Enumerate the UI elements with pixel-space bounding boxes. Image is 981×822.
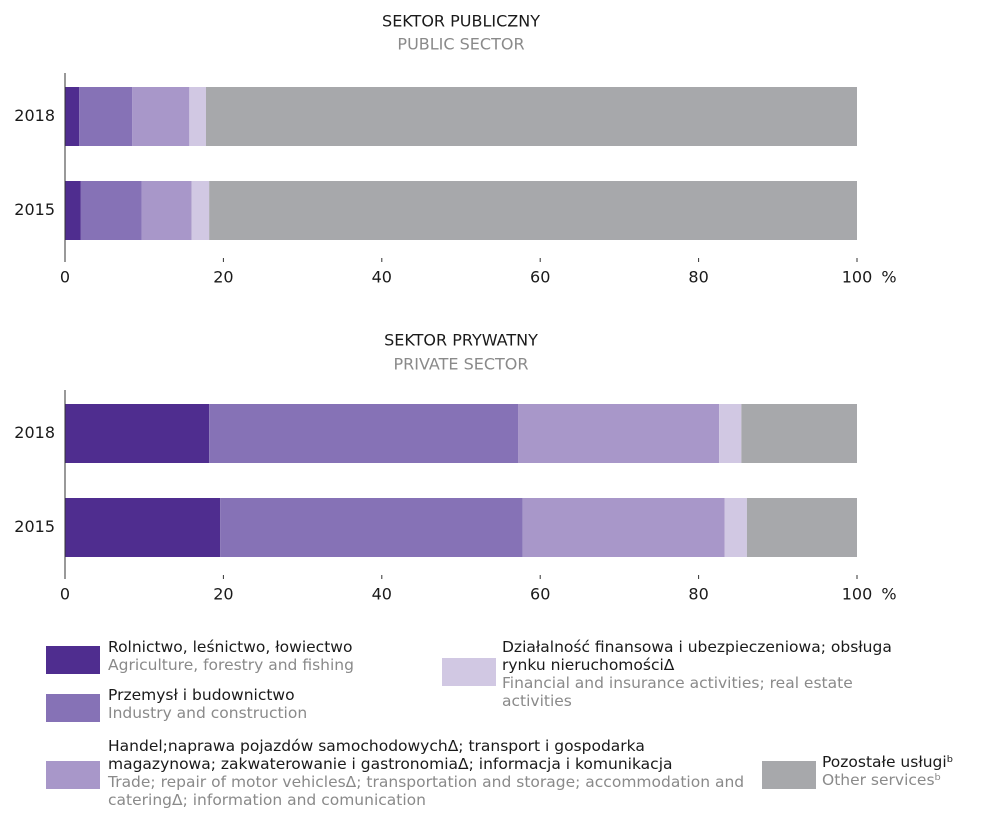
x-tick-label: 0	[60, 268, 70, 287]
bar-segment	[65, 498, 221, 557]
legend-label-en: Financial and insurance activities; real…	[502, 674, 853, 710]
bar-segment	[205, 87, 857, 146]
x-tick-label: 40	[372, 585, 392, 604]
legend-swatch	[442, 658, 496, 686]
y-tick-label: 2015	[14, 517, 55, 536]
x-tick-label: 20	[213, 585, 233, 604]
bar-segment	[724, 498, 747, 557]
legend-label-en: Trade; repair of motor vehiclesΔ; transp…	[108, 773, 745, 809]
bar-segment	[220, 498, 523, 557]
bar-segment	[132, 87, 190, 146]
legend-entry: Przemysł i budownictwo Industry and const…	[108, 686, 428, 722]
bar-segment	[189, 87, 206, 146]
legend-entry: Działalność finansowa i ubezpieczeniowa;…	[502, 638, 912, 710]
bar-segment	[65, 404, 210, 463]
bar-segment	[518, 404, 720, 463]
x-tick-label: 40	[372, 268, 392, 287]
x-tick-label: 100	[842, 268, 873, 287]
x-tick-label: 80	[688, 268, 708, 287]
bar-segment	[741, 404, 857, 463]
legend-label: Rolnictwo, leśnictwo, łowiectwo	[108, 638, 353, 656]
bar-segment	[209, 181, 858, 240]
chart-title: SEKTOR PRYWATNY	[384, 331, 538, 350]
chart: SEKTOR PUBLICZNY PUBLIC SECTOR 2018 2015 0 20…	[14, 12, 896, 604]
x-tick-label: 20	[213, 268, 233, 287]
legend-swatch	[46, 694, 100, 722]
legend-swatch	[46, 761, 100, 789]
legend-label: Pozostałe usługiᵇ	[822, 753, 954, 771]
legend-label: Działalność finansowa i ubezpieczeniowa;…	[502, 638, 892, 674]
bar-segment	[209, 404, 519, 463]
legend-swatch	[46, 646, 100, 674]
bar-segment	[65, 87, 80, 146]
chart-subtitle: PUBLIC SECTOR	[397, 35, 524, 54]
legend-entry: Pozostałe usługiᵇ Other servicesᵇ	[822, 753, 972, 789]
x-tick-label: 80	[688, 585, 708, 604]
y-tick-label: 2018	[14, 106, 55, 125]
bar-segment	[141, 181, 192, 240]
bar-segment	[79, 87, 133, 146]
y-tick-label: 2015	[14, 200, 55, 219]
x-tick-label: 60	[530, 585, 550, 604]
bar-segment	[191, 181, 210, 240]
y-tick-label: 2018	[14, 423, 55, 442]
legend-entry: Handel;naprawa pojazdów samochodowychΔ; …	[108, 737, 748, 809]
legend-label-en: Other servicesᵇ	[822, 771, 942, 789]
bar-segment	[80, 181, 142, 240]
x-unit: %	[881, 268, 896, 287]
bar-segment	[746, 498, 857, 557]
chart-subtitle: PRIVATE SECTOR	[394, 355, 529, 374]
chart-title: SEKTOR PUBLICZNY	[382, 12, 540, 31]
legend-label: Handel;naprawa pojazdów samochodowychΔ; …	[108, 737, 673, 773]
legend-entry: Rolnictwo, leśnictwo, łowiectwo Agricultu…	[108, 638, 428, 674]
bar-segment	[522, 498, 725, 557]
x-tick-label: 100	[842, 585, 873, 604]
legend-label: Przemysł i budownictwo	[108, 686, 295, 704]
legend-swatch	[762, 761, 816, 789]
x-tick-label: 60	[530, 268, 550, 287]
legend-label-en: Industry and construction	[108, 704, 308, 722]
x-unit: %	[881, 585, 896, 604]
bar-segment	[719, 404, 742, 463]
legend-label-en: Agriculture, forestry and fishing	[108, 656, 354, 674]
bar-segment	[65, 181, 81, 240]
x-tick-label: 0	[60, 585, 70, 604]
